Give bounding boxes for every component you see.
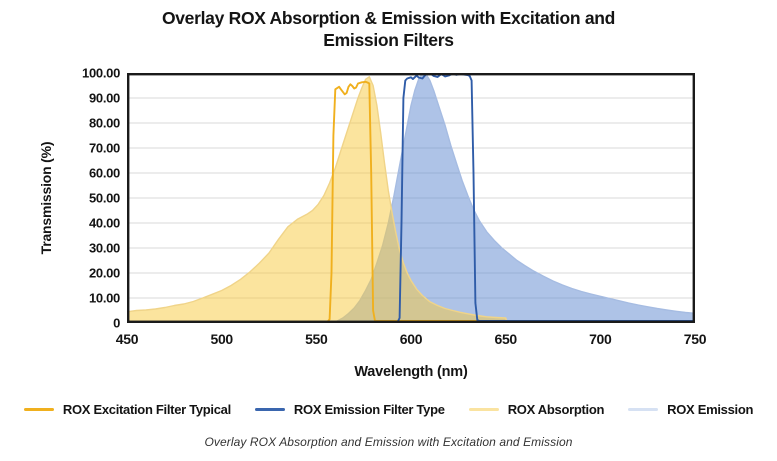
legend-line-swatch-icon xyxy=(254,408,285,411)
y-tick-label: 20.00 xyxy=(88,265,120,281)
legend-line-swatch-icon xyxy=(23,408,54,411)
legend-label: ROX Absorption xyxy=(507,402,605,417)
legend-item: ROX Absorption xyxy=(468,402,605,417)
y-axis-title: Transmission (%) xyxy=(38,141,54,255)
legend-item: ROX Excitation Filter Typical xyxy=(23,402,231,417)
x-tick-label: 450 xyxy=(115,331,139,347)
legend-label: ROX Emission Filter Type xyxy=(293,402,445,417)
x-axis-title: Wavelength (nm) xyxy=(354,364,468,380)
plot-area xyxy=(126,72,696,324)
y-tick-label: 90.00 xyxy=(88,90,120,106)
y-tick-label: 100.00 xyxy=(82,65,120,81)
x-tick-label: 500 xyxy=(210,331,233,347)
y-tick-label: 30.00 xyxy=(88,240,120,256)
legend-item: ROX Emission xyxy=(628,402,753,417)
plot-border xyxy=(127,73,695,324)
legend-item: ROX Emission Filter Type xyxy=(254,402,445,417)
chart-title-line2: Emission Filters xyxy=(323,29,454,50)
y-axis-ticks: 100.00 90.00 80.00 70.00 60.00 50.00 40.00 30.0… xyxy=(58,66,120,331)
area-rox-absorption xyxy=(127,76,508,323)
y-tick-label: 0 xyxy=(113,315,120,331)
y-tick-label: 40.00 xyxy=(88,215,120,231)
x-tick-label: 700 xyxy=(589,331,612,347)
area-edge xyxy=(126,76,508,324)
legend-label: ROX Emission xyxy=(667,402,754,417)
area-rox-emission xyxy=(331,73,695,323)
x-tick-label: 750 xyxy=(683,331,707,347)
y-tick-label: 80.00 xyxy=(88,115,120,131)
spectra-chart-svg xyxy=(126,72,696,324)
x-axis-ticks: 450 500 550 600 650 700 750 xyxy=(116,331,707,349)
y-tick-label: 10.00 xyxy=(88,290,120,306)
legend-line-swatch-icon xyxy=(468,408,499,411)
y-tick-label: 60.00 xyxy=(88,165,120,181)
y-tick-label: 70.00 xyxy=(88,140,120,156)
figure-caption: Overlay ROX Absorption and Emission with… xyxy=(204,435,573,449)
y-tick-label: 50.00 xyxy=(88,190,120,206)
chart-title: Overlay ROX Absorption & Emission with E… xyxy=(69,8,709,52)
legend-label: ROX Excitation Filter Typical xyxy=(62,402,231,417)
line-rox-emission-filter-type xyxy=(127,72,695,323)
x-tick-label: 600 xyxy=(399,331,423,347)
chart-title-line1: Overlay ROX Absorption & Emission with E… xyxy=(161,8,616,28)
line-rox-excitation-filter-typical xyxy=(127,80,695,323)
x-tick-label: 650 xyxy=(494,331,517,347)
x-tick-label: 550 xyxy=(305,331,328,347)
legend-line-swatch-icon xyxy=(628,408,659,411)
legend: ROX Excitation Filter Typical ROX Emissio… xyxy=(0,402,777,417)
